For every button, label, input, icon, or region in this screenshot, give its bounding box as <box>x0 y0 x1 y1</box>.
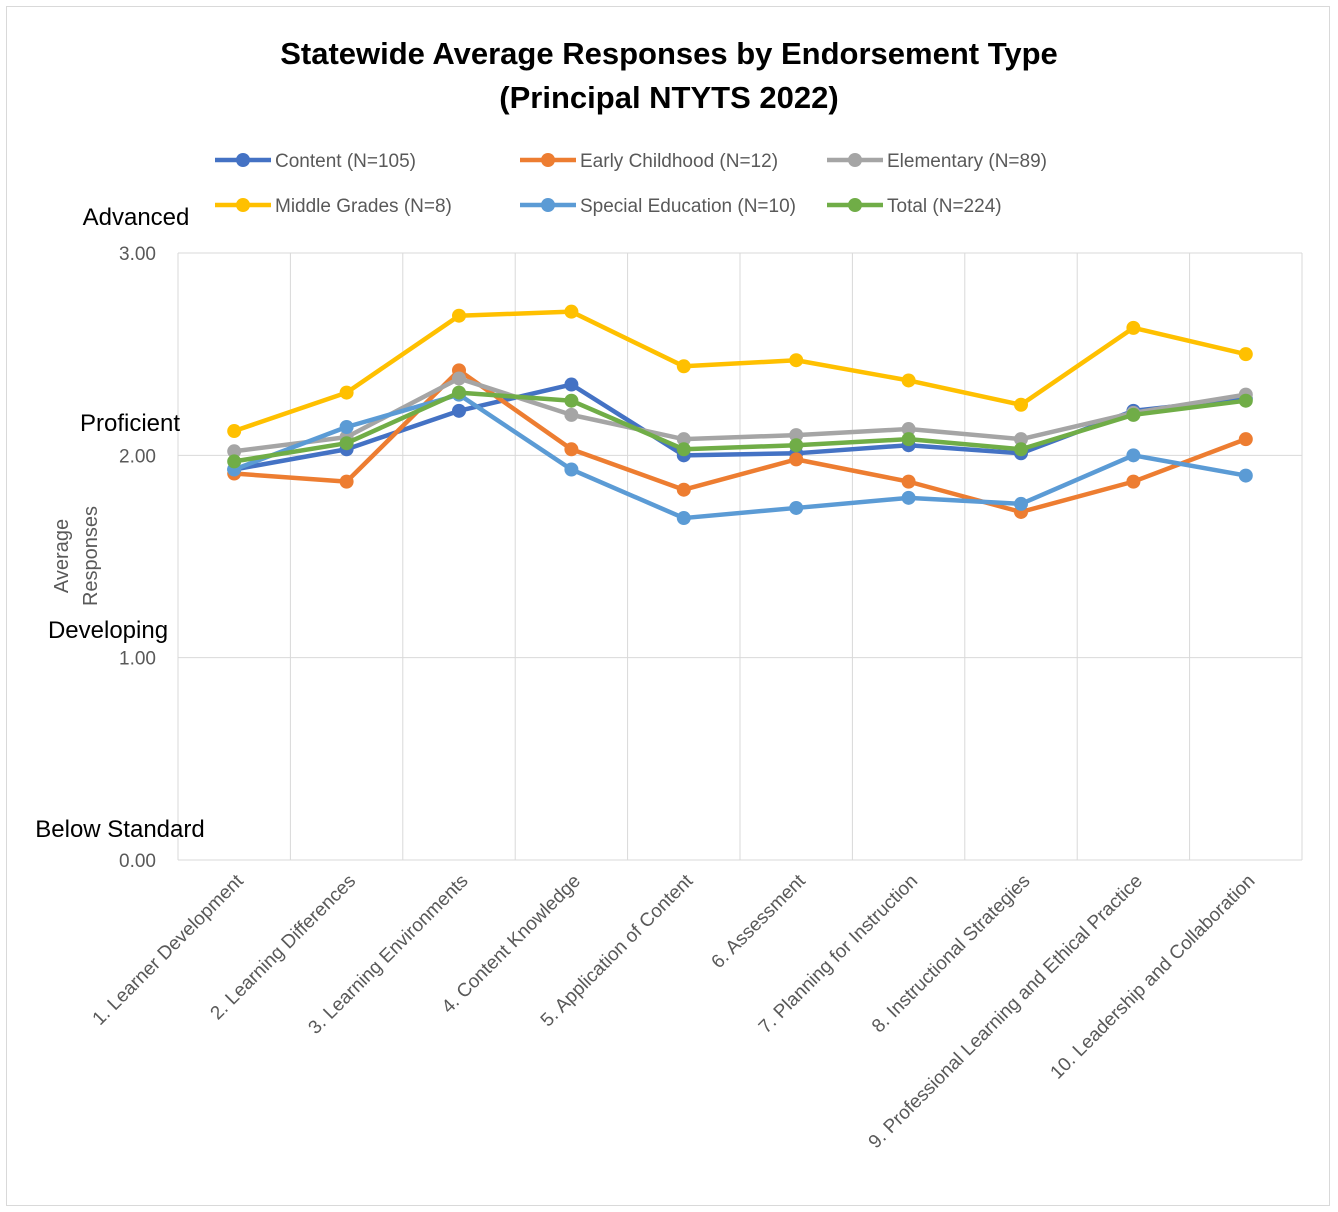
level-label: Proficient <box>80 410 180 437</box>
data-point <box>564 377 579 392</box>
data-point <box>1014 496 1028 511</box>
gridlines <box>177 252 1303 861</box>
chart-title: Statewide Average Responses by Endorseme… <box>280 36 1058 71</box>
level-label: Below Standard <box>35 816 204 843</box>
data-point <box>676 482 691 497</box>
data-point <box>901 432 916 447</box>
data-point <box>564 407 579 422</box>
legend-entry: Elementary (N=89) <box>887 151 1047 172</box>
series-line <box>233 392 1247 521</box>
data-point <box>452 403 466 418</box>
data-point <box>1126 474 1141 489</box>
legend-entry: Total (N=224) <box>887 196 1002 217</box>
data-point <box>452 371 466 386</box>
data-point <box>227 424 242 439</box>
data-point <box>676 511 691 526</box>
legend-swatch-marker <box>541 153 555 167</box>
data-point <box>789 438 804 453</box>
x-tick-label: 6. Assessment <box>708 870 811 973</box>
level-label: Advanced <box>83 204 190 231</box>
data-point <box>339 436 354 451</box>
series-line <box>233 390 1247 464</box>
data-point <box>676 442 691 457</box>
data-point <box>227 444 242 459</box>
legend-entry: Content (N=105) <box>275 151 416 172</box>
legend-entry: Special Education (N=10) <box>580 196 796 217</box>
data-point <box>1238 432 1253 447</box>
data-point <box>901 474 916 489</box>
y-tick-label: 1.00 <box>119 649 156 670</box>
x-tick-label: 10. Leadership and Collaboration <box>1047 871 1260 1084</box>
data-point <box>901 422 916 437</box>
series-lines <box>227 304 1253 526</box>
legend-swatch-marker <box>236 198 250 212</box>
y-tick-label: 3.00 <box>119 244 156 265</box>
series-line <box>234 368 1247 515</box>
data-point <box>339 420 354 435</box>
legend-swatch-marker <box>848 198 862 212</box>
series-line <box>233 376 1247 454</box>
data-point <box>564 442 579 457</box>
data-point <box>1014 397 1028 412</box>
data-point <box>564 393 579 408</box>
data-point <box>789 353 804 368</box>
data-point <box>1238 347 1253 362</box>
chart-subtitle: (Principal NTYTS 2022) <box>499 80 838 115</box>
data-point <box>1014 432 1028 447</box>
data-point <box>901 490 916 505</box>
legend-swatch-marker <box>541 198 555 212</box>
data-point <box>452 385 466 400</box>
data-point <box>676 432 691 447</box>
legend: Content (N=105) Early Childhood (N=12) Ele… <box>215 151 1047 217</box>
data-point <box>901 373 916 388</box>
data-point <box>789 428 804 443</box>
series-line <box>233 309 1247 434</box>
data-point <box>339 474 354 489</box>
legend-entry: Middle Grades (N=8) <box>275 196 452 217</box>
data-point <box>1238 393 1253 408</box>
data-point <box>1126 407 1141 422</box>
axes: 0.00 1.00 2.00 3.00 Advanced Proficient Develo… <box>35 204 1302 1153</box>
legend-entry: Early Childhood (N=12) <box>580 151 778 172</box>
y-axis-label-line2: Responses <box>80 506 102 606</box>
data-point <box>564 304 579 319</box>
data-point <box>1014 442 1028 457</box>
data-point <box>227 454 242 469</box>
data-point <box>339 385 354 400</box>
data-point <box>789 500 804 515</box>
data-point <box>676 359 691 374</box>
y-tick-label: 2.00 <box>119 446 156 467</box>
level-label: Developing <box>48 617 168 644</box>
data-point <box>789 452 804 467</box>
data-point <box>452 308 466 323</box>
data-point <box>1126 448 1141 463</box>
y-axis-label-line1: Average <box>51 519 73 593</box>
data-point <box>1238 468 1253 483</box>
data-point <box>564 462 579 477</box>
y-tick-label: 0.00 <box>119 851 156 872</box>
legend-swatch-marker <box>848 153 862 167</box>
data-point <box>1126 320 1141 335</box>
legend-swatch-marker <box>236 153 250 167</box>
